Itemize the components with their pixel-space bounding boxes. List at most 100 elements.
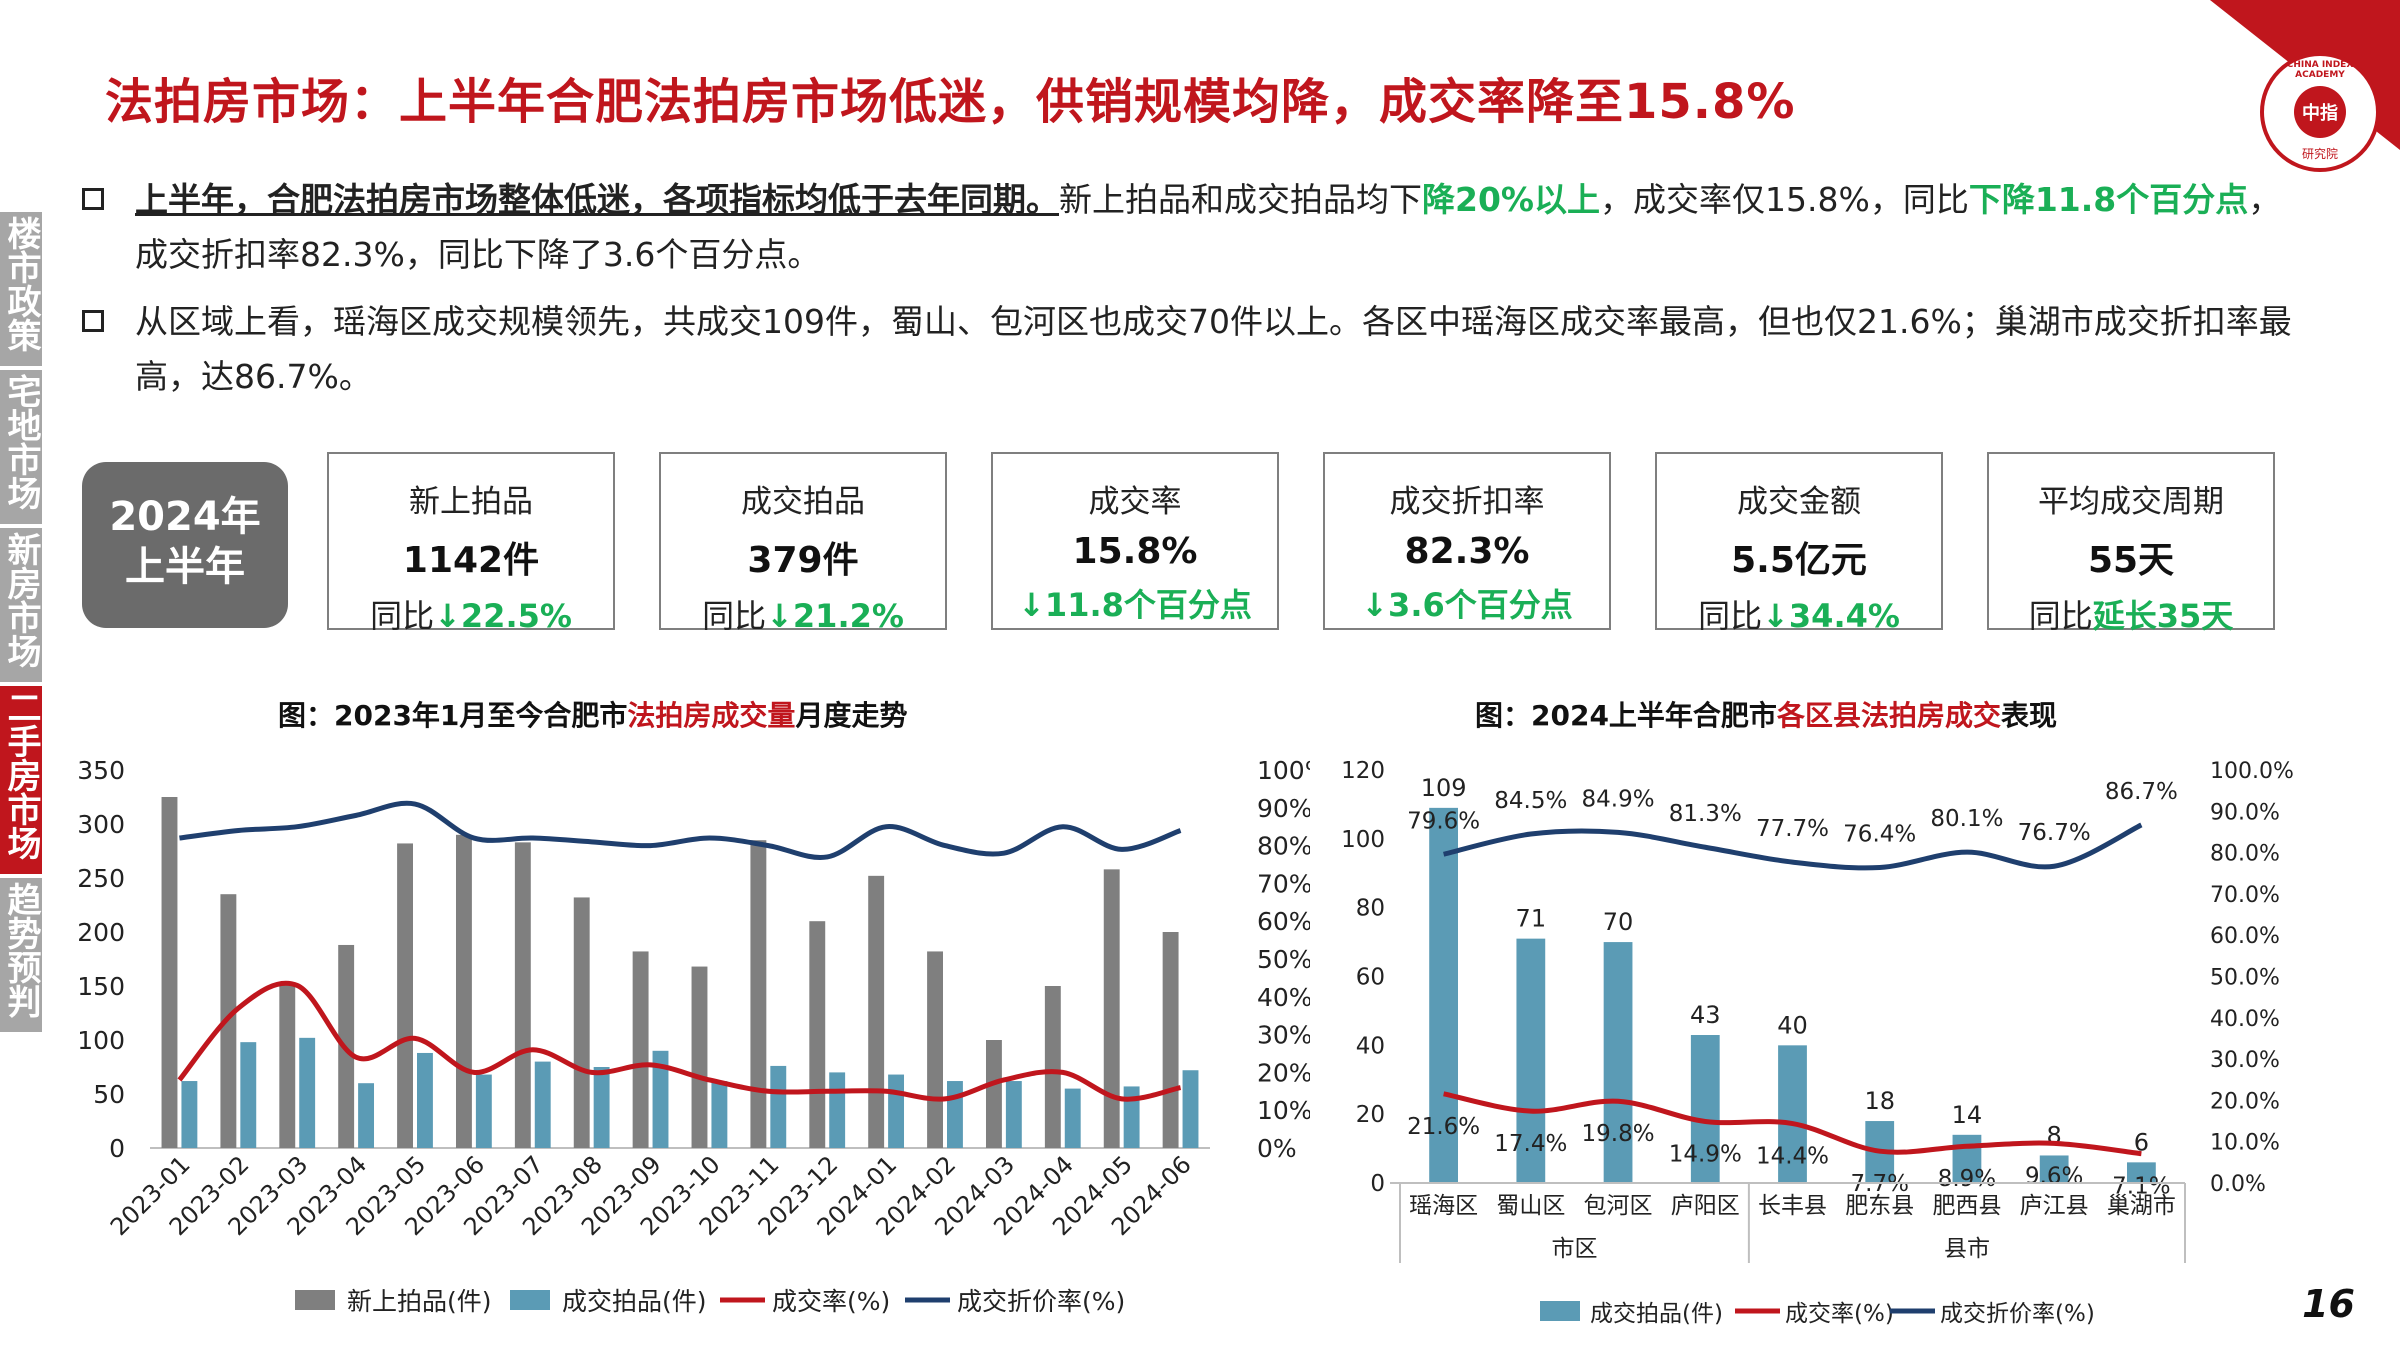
bar-new-listings <box>279 983 296 1148</box>
deal-rate-data-label: 7.7% <box>1851 1171 1909 1197</box>
sidebar-item-label: 二手房市场 <box>1 690 41 860</box>
kpi-label: 平均成交周期 <box>2038 484 2224 520</box>
discount-rate-data-label: 76.4% <box>1843 821 1916 847</box>
bar-new-listings <box>691 966 708 1148</box>
legend-label: 成交拍品(件) <box>562 1287 707 1316</box>
left-axis-tick-label: 300 <box>77 810 125 839</box>
sidebar-item-trend[interactable]: 趋势预判 <box>0 878 42 1032</box>
kpi-card-deal-amount: 成交金额 5.5亿元 同比↓34.4% <box>1655 452 1943 635</box>
bar-deals <box>947 1081 963 1148</box>
discount-rate-data-label: 86.7% <box>2105 779 2178 805</box>
checkbox-square-icon <box>82 188 104 210</box>
legend-label: 成交率(%) <box>1785 1301 1894 1327</box>
left-axis-tick-label: 120 <box>1341 758 1385 784</box>
legend-label: 成交折价率(%) <box>957 1287 1125 1316</box>
bar-deals <box>2039 1155 2069 1183</box>
left-axis-tick-label: 60 <box>1356 965 1385 991</box>
left-axis-tick-label: 350 <box>77 756 125 785</box>
right-axis-tick-label: 0.0% <box>2210 1172 2266 1197</box>
left-axis-tick-label: 200 <box>77 918 125 947</box>
district-performance-chart: 0 20 40 60 80 100 120 0.0% 10.0% 20.0% 30.0% 40.0% 5… <box>1341 758 2294 1327</box>
bar-deals <box>770 1065 787 1148</box>
bar-deals <box>534 1061 551 1148</box>
bar-data-label: 71 <box>1516 905 1547 933</box>
period-badge: 2024年 上半年 <box>82 462 288 628</box>
page-title: 法拍房市场：上半年合肥法拍房市场低迷，供销规模均降，成交率降至15.8% <box>105 74 1796 130</box>
bullet-1-highlight-1: 降20%以上 <box>1422 180 1600 219</box>
logo-foot: 研究院 <box>2301 147 2338 161</box>
legend-swatch <box>1540 1301 1580 1321</box>
chart-2-title-highlight: 各区县法拍房成交 <box>1776 699 2001 732</box>
legend-swatch <box>510 1290 550 1310</box>
kpi-change: ↓11.8个百分点 <box>993 580 1277 626</box>
bar-deals <box>1952 1134 1982 1183</box>
right-axis-tick-label: 50.0% <box>2210 966 2280 991</box>
left-axis-tick-label: 20 <box>1356 1102 1385 1128</box>
kpi-change: 同比↓21.2% <box>661 591 945 637</box>
kpi-value: 379件 <box>747 540 859 581</box>
right-axis-tick-label: 70% <box>1257 869 1310 898</box>
right-axis-tick-label: 10.0% <box>2210 1131 2280 1156</box>
left-axis-tick-label: 150 <box>77 972 125 1001</box>
bar-deals <box>299 1037 316 1148</box>
bullet-1-text-2: ，成交率仅15.8%，同比 <box>1600 180 1969 219</box>
x-axis-tick-label: 包河区 <box>1584 1193 1653 1219</box>
bar-new-listings <box>1103 869 1120 1148</box>
chart-1-title-highlight: 法拍房成交量 <box>627 699 796 732</box>
section-sidebar: 楼市政策 宅地市场 新房市场 二手房市场 趋势预判 <box>0 212 42 1036</box>
bar-deals <box>829 1072 846 1148</box>
kpi-change-value: ↓11.8个百分点 <box>1018 586 1252 624</box>
right-axis-tick-label: 70.0% <box>2210 883 2280 908</box>
sidebar-item-label: 楼市政策 <box>1 216 41 352</box>
left-axis-tick-label: 80 <box>1356 896 1385 922</box>
deal-rate-data-label: 7.1% <box>2112 1174 2170 1200</box>
kpi-value: 1142件 <box>402 540 540 581</box>
sidebar-item-second-hand[interactable]: 二手房市场 <box>0 686 42 874</box>
group-label: 市区 <box>1551 1236 1597 1262</box>
bar-deals <box>181 1081 198 1148</box>
x-axis-tick-label: 庐阳区 <box>1671 1193 1740 1219</box>
chart-2-title-post: 表现 <box>2000 699 2057 732</box>
deal-rate-data-label: 14.9% <box>1669 1141 1742 1167</box>
bar-deals <box>1005 1081 1022 1148</box>
discount-rate-data-label: 79.6% <box>1407 808 1480 834</box>
chart-2-title: 图：2024上半年合肥市各区县法拍房成交表现 <box>1475 694 2057 734</box>
deal-rate-data-label: 19.8% <box>1582 1121 1655 1147</box>
bullet-2: 从区域上看，瑶海区成交规模领先，共成交109件，蜀山、包河区也成交70件以上。各… <box>80 294 2310 404</box>
kpi-change-value: ↓22.5% <box>434 597 572 635</box>
bar-data-label: 43 <box>1690 1001 1721 1029</box>
sidebar-item-label: 宅地市场 <box>1 374 41 510</box>
bar-data-label: 6 <box>2134 1128 2149 1156</box>
right-axis-tick-label: 60.0% <box>2210 924 2280 949</box>
sidebar-item-policy[interactable]: 楼市政策 <box>0 212 42 366</box>
left-axis-tick-label: 0 <box>1370 1171 1385 1197</box>
bullet-1-text-3: ，成交折扣率82.3%，同比下降了3.6个百分点。 <box>135 180 2282 274</box>
bar-deals <box>593 1067 610 1148</box>
sidebar-item-land[interactable]: 宅地市场 <box>0 370 42 524</box>
bar-deals <box>358 1083 375 1148</box>
kpi-change-value: ↓3.6个百分点 <box>1361 586 1573 624</box>
right-axis-tick-label: 80.0% <box>2210 842 2280 867</box>
bar-deals <box>1123 1086 1140 1148</box>
legend-label: 新上拍品(件) <box>347 1287 492 1316</box>
bar-new-listings <box>632 951 649 1148</box>
bar-deals <box>1778 1045 1807 1183</box>
legend-label: 成交折价率(%) <box>1940 1301 2095 1327</box>
period-badge-line-2: 上半年 <box>125 544 245 590</box>
bar-deals <box>240 1042 257 1148</box>
china-index-academy-logo: CHINA INDEX ACADEMY 中指 研究院 <box>2260 52 2380 172</box>
discount-rate-data-label: 84.9% <box>1582 786 1655 812</box>
left-axis-tick-label: 100 <box>77 1026 125 1055</box>
bar-new-listings <box>514 842 531 1148</box>
kpi-change-prefix: 同比 <box>702 597 767 635</box>
left-axis-tick-label: 250 <box>77 864 125 893</box>
bullet-1: 上半年，合肥法拍房市场整体低迷，各项指标均低于去年同期。新上拍品和成交拍品均下降… <box>80 172 2310 282</box>
kpi-card-deals: 成交拍品 379件 同比↓21.2% <box>659 452 947 635</box>
x-axis-tick-label: 蜀山区 <box>1496 1193 1565 1219</box>
kpi-change-value: ↓34.4% <box>1762 597 1900 635</box>
kpi-change-prefix: 同比 <box>1698 597 1763 635</box>
bar-new-listings <box>868 875 885 1148</box>
sidebar-item-new-house[interactable]: 新房市场 <box>0 528 42 682</box>
right-axis-tick-label: 0% <box>1257 1134 1297 1163</box>
legend-swatch <box>295 1290 335 1310</box>
